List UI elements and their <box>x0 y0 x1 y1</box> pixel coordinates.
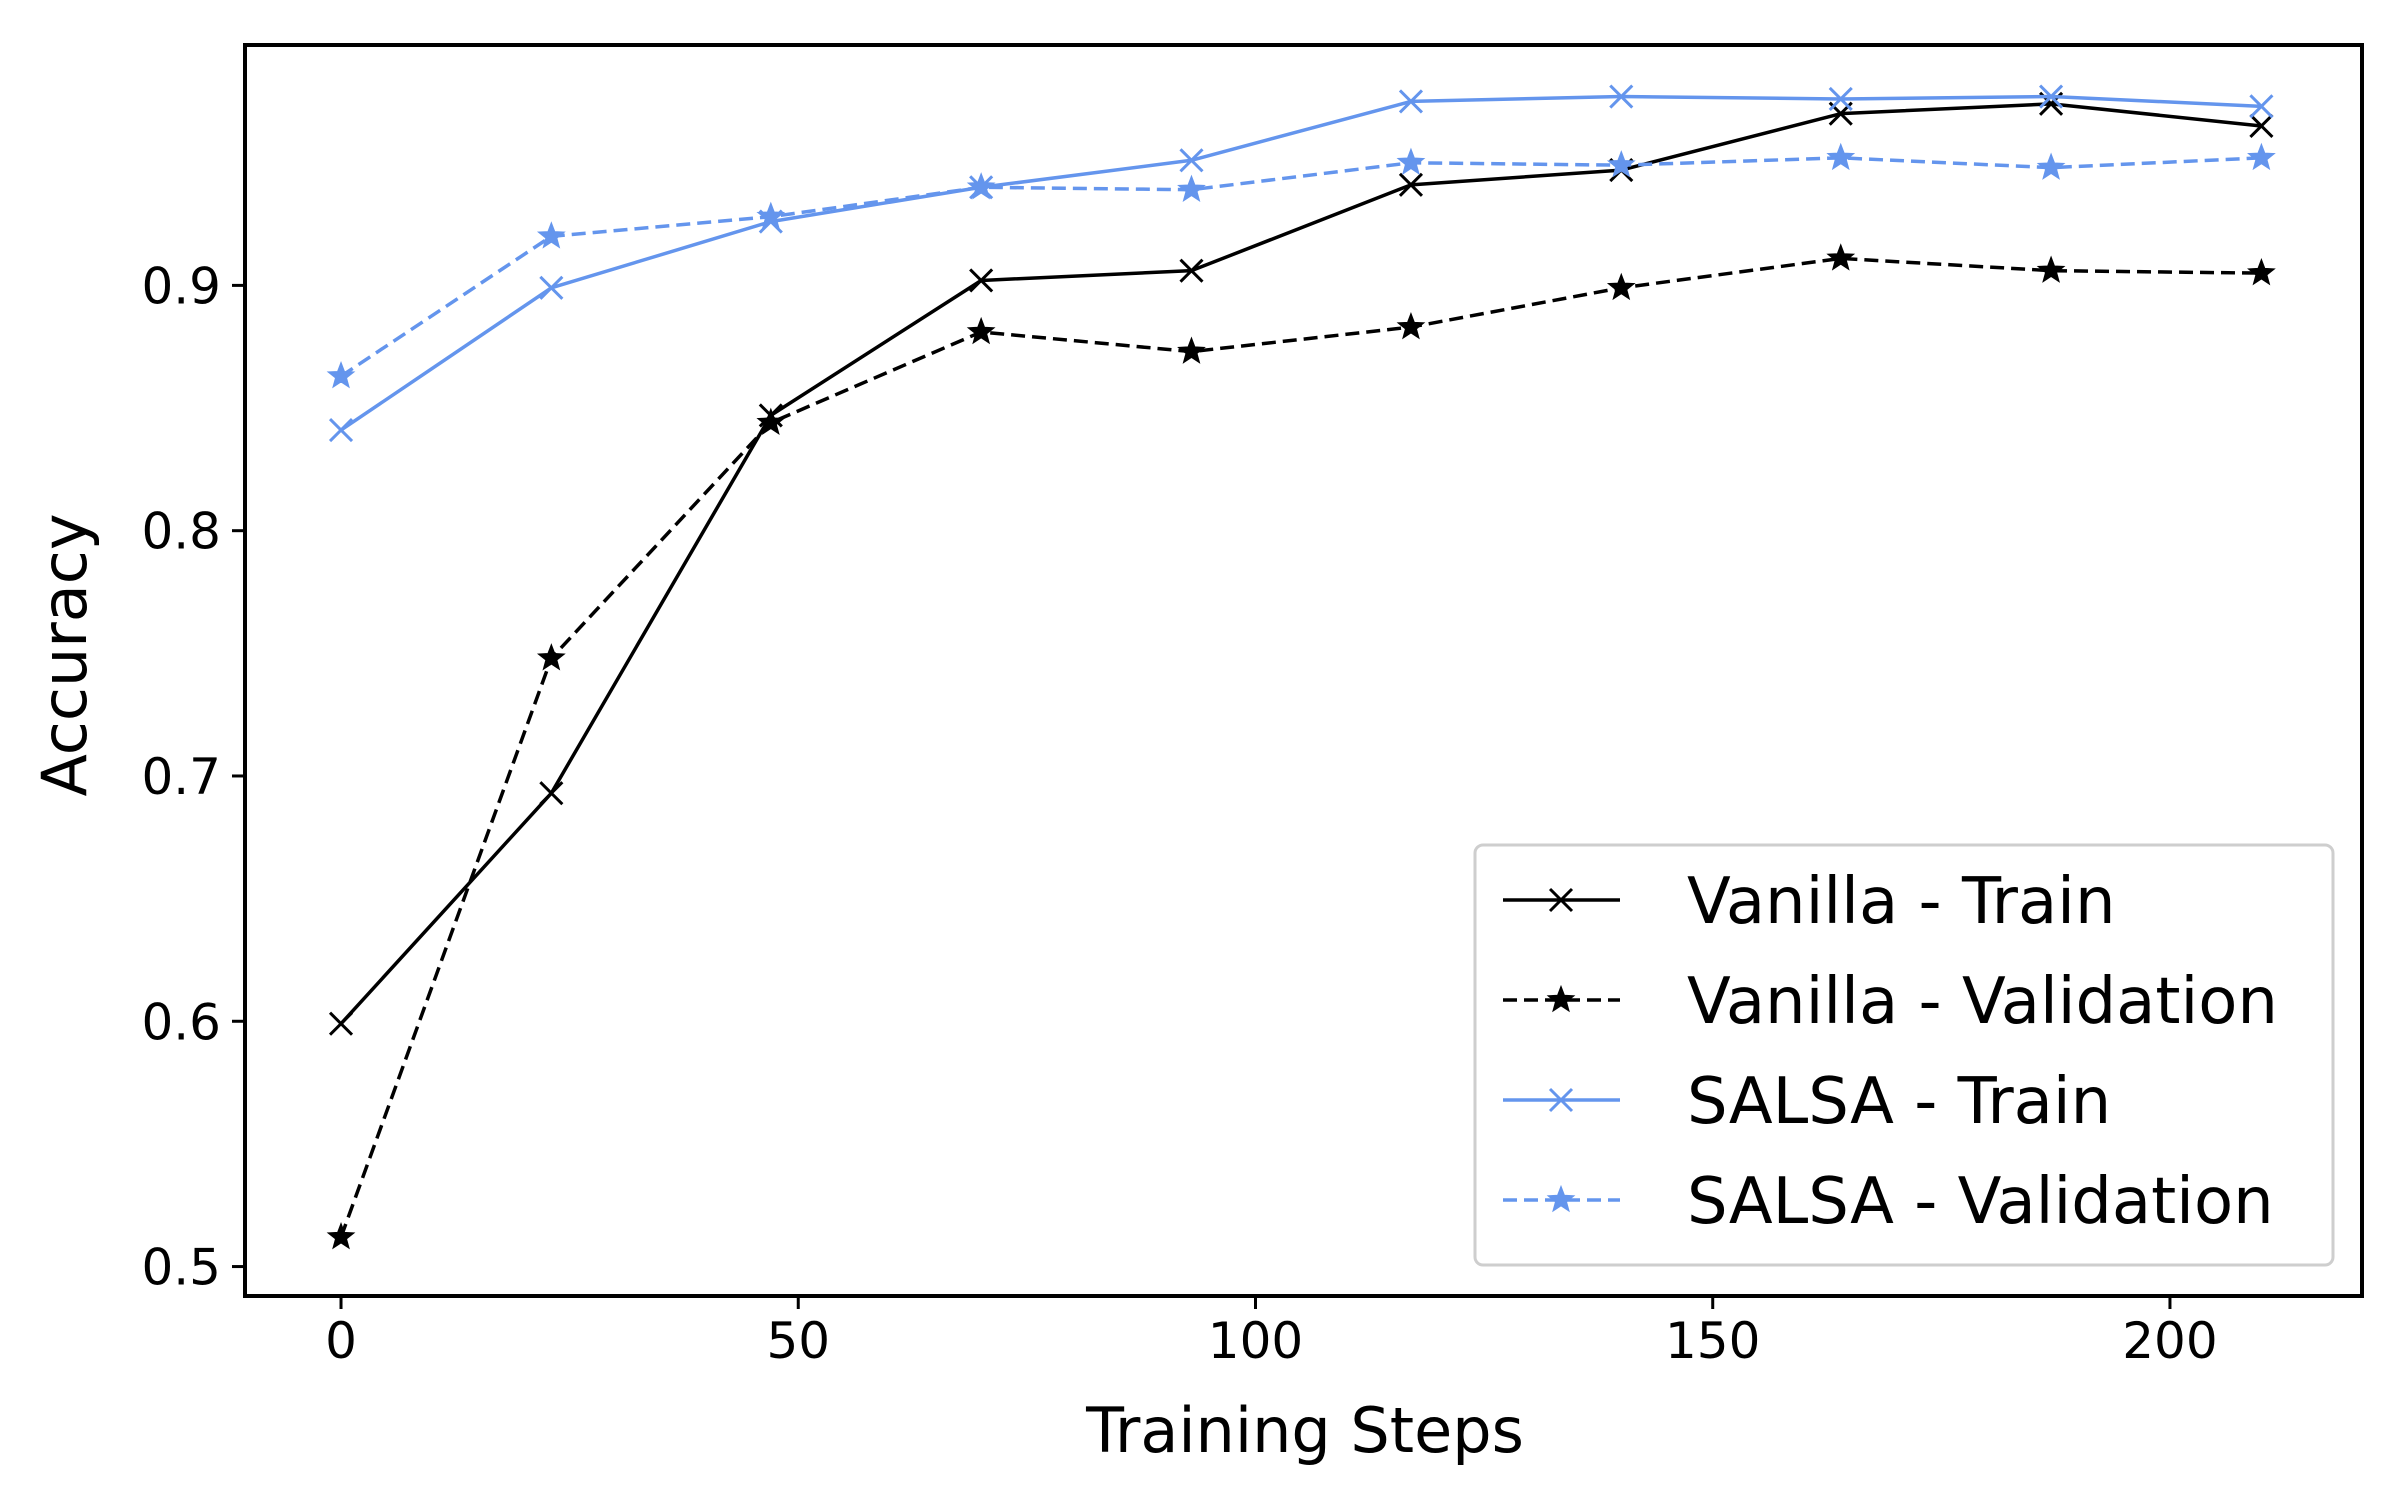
series-1 <box>326 243 2276 1250</box>
y-tick-label-2: 0.7 <box>141 748 221 806</box>
data-point-1-3 <box>966 316 996 345</box>
data-point-3-9 <box>2247 142 2276 171</box>
legend-entry-3: SALSA - Validation <box>1503 1165 2274 1239</box>
data-point-2-0 <box>328 418 354 443</box>
y-tick-label-4: 0.9 <box>141 257 221 315</box>
data-point-3-4 <box>1177 174 1206 202</box>
data-point-1-2 <box>756 407 786 435</box>
data-point-3-0 <box>326 361 356 389</box>
legend-entry-1: Vanilla - Validation <box>1503 965 2278 1039</box>
x-tick-label-3: 150 <box>1665 1312 1760 1370</box>
legend-label-1: Vanilla - Validation <box>1687 965 2278 1039</box>
data-point-3-6 <box>1606 150 1636 178</box>
x-axis-title: Training Steps <box>1085 1394 1524 1467</box>
data-point-0-1 <box>539 781 564 806</box>
data-point-2-5 <box>1398 89 1424 114</box>
data-point-2-4 <box>1179 148 1204 173</box>
y-tick-label-1: 0.6 <box>141 993 221 1051</box>
legend-entry-0: Vanilla - Train <box>1503 865 2116 939</box>
legend: Vanilla - Train Vanilla - Validation SALSA… <box>1473 843 2335 1267</box>
data-point-2-9 <box>2249 94 2274 119</box>
axes-frame <box>243 43 2364 1298</box>
data-point-3-7 <box>1826 142 1856 171</box>
data-point-3-2 <box>756 201 786 229</box>
data-point-1-1 <box>536 643 566 671</box>
legend-marker-2 <box>1548 1087 1574 1113</box>
series-layer <box>326 84 2276 1250</box>
legend-box <box>1473 843 2335 1267</box>
x-tick-label-2: 100 <box>1208 1312 1303 1370</box>
data-point-0-4 <box>1179 258 1204 283</box>
series-line-0 <box>339 102 2262 1025</box>
legend-marker-3 <box>1546 1184 1576 1213</box>
legend-label-2: SALSA - Train <box>1687 1065 2111 1139</box>
legend-marker-1 <box>1546 984 1576 1013</box>
series-3 <box>326 142 2276 389</box>
y-axis-title: Accuracy <box>28 513 101 796</box>
x-tick-label-1: 50 <box>766 1312 830 1370</box>
data-point-1-6 <box>1606 272 1636 301</box>
data-point-3-5 <box>1396 147 1426 175</box>
data-point-3-8 <box>2036 152 2066 180</box>
y-tick-label-3: 0.8 <box>141 503 221 561</box>
data-point-1-9 <box>2247 257 2276 286</box>
data-point-2-6 <box>1609 84 1634 109</box>
series-line-2 <box>340 94 2262 432</box>
legend-entry-2: SALSA - Train <box>1503 1065 2111 1139</box>
data-point-3-1 <box>536 221 566 249</box>
data-point-2-1 <box>539 275 564 300</box>
x-tick-label-4: 200 <box>2122 1312 2217 1370</box>
data-point-1-8 <box>2036 255 2066 283</box>
series-line-3 <box>340 156 2262 378</box>
data-point-1-4 <box>1177 336 1206 364</box>
axes-layer: 0 50 100 150 200 0.5 0.6 0.7 0.8 0.9 <box>141 43 2364 1370</box>
data-point-0-9 <box>2249 113 2274 139</box>
series-0 <box>328 91 2274 1036</box>
legend-marker-0 <box>1548 887 1574 913</box>
legend-label-3: SALSA - Validation <box>1687 1165 2274 1239</box>
x-tick-label-0: 0 <box>325 1312 357 1370</box>
data-point-2-7 <box>1828 86 1853 112</box>
data-point-2-8 <box>2039 84 2064 109</box>
legend-label-0: Vanilla - Train <box>1687 865 2116 939</box>
data-point-1-5 <box>1396 311 1426 340</box>
data-point-0-3 <box>969 268 994 293</box>
y-tick-label-0: 0.5 <box>141 1239 221 1297</box>
data-point-0-5 <box>1398 172 1424 197</box>
data-point-1-0 <box>326 1222 356 1250</box>
data-point-0-0 <box>328 1011 354 1036</box>
data-point-1-7 <box>1826 243 1856 271</box>
data-point-3-3 <box>966 172 996 200</box>
